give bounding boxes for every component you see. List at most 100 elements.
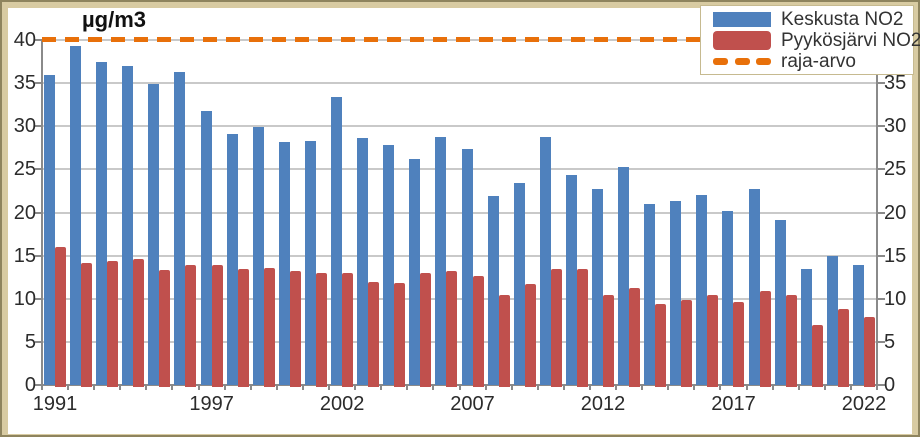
gridline-5 xyxy=(43,340,878,343)
x-tick-16 xyxy=(458,385,461,390)
bar-pyykosjarvi-2003 xyxy=(368,282,380,387)
bar-pyykosjarvi-2016 xyxy=(707,295,719,387)
pyykosjarvi-series-swatch-icon xyxy=(713,31,771,50)
bar-keskusta-2014 xyxy=(644,203,656,385)
chart-title: µg/m3 xyxy=(82,7,147,32)
bar-keskusta-2019 xyxy=(774,220,786,385)
bar-pyykosjarvi-1995 xyxy=(159,270,171,387)
bar-keskusta-1992 xyxy=(70,46,82,385)
bar-keskusta-2016 xyxy=(696,195,708,385)
x-tick-5 xyxy=(171,385,174,390)
y-tick-left-25 xyxy=(35,168,42,171)
bar-pyykosjarvi-2006 xyxy=(446,271,458,387)
bar-keskusta-2022 xyxy=(852,265,864,385)
bar-keskusta-2004 xyxy=(383,145,395,385)
x-tick-2 xyxy=(93,385,96,390)
y-tick-left-30 xyxy=(35,125,42,128)
gridline-35 xyxy=(43,82,878,85)
bar-pyykosjarvi-1994 xyxy=(133,259,145,387)
x-tick-4 xyxy=(145,385,148,390)
legend-label-raja-arvo: raja-arvo xyxy=(781,50,856,72)
bar-keskusta-1998 xyxy=(226,134,238,385)
y-axis-label-right-15: 15 xyxy=(884,244,907,267)
y-axis-label-left-0: 0 xyxy=(24,374,36,396)
raja-arvo-dash-swatch-icon xyxy=(713,58,771,65)
y-axis-label-left-15: 15 xyxy=(13,244,36,267)
bar-pyykosjarvi-2009 xyxy=(524,284,536,387)
x-tick-15 xyxy=(432,385,435,390)
legend-item-raja-arvo: raja-arvo xyxy=(713,51,905,72)
bar-keskusta-2002 xyxy=(331,96,343,385)
x-axis-label-2022: 2022 xyxy=(841,393,887,415)
y-tick-right-0 xyxy=(877,384,885,386)
bar-pyykosjarvi-1998 xyxy=(237,269,249,387)
gridline-20 xyxy=(43,211,878,214)
bar-pyykosjarvi-1997 xyxy=(211,265,223,387)
y-axis-label-right-25: 25 xyxy=(884,158,907,181)
x-tick-11 xyxy=(328,385,331,390)
y-axis-label-right-0: 0 xyxy=(884,374,896,396)
x-tick-24 xyxy=(667,385,670,390)
bar-keskusta-2011 xyxy=(565,175,577,385)
y-axis-label-right-20: 20 xyxy=(884,201,907,224)
bar-keskusta-1997 xyxy=(200,110,212,385)
bar-pyykosjarvi-2000 xyxy=(289,271,301,387)
x-tick-14 xyxy=(406,385,409,390)
x-tick-25 xyxy=(693,385,696,390)
x-tick-9 xyxy=(275,385,278,390)
legend: Keskusta NO2 Pyykösjärvi NO2 raja-arvo xyxy=(700,5,920,75)
legend-item-pyykosjarvi: Pyykösjärvi NO2 xyxy=(713,30,920,51)
x-tick-10 xyxy=(301,385,304,390)
bar-pyykosjarvi-1999 xyxy=(263,267,275,387)
bar-keskusta-1999 xyxy=(252,127,264,385)
legend-item-keskusta: Keskusta NO2 xyxy=(713,9,905,30)
bar-pyykosjarvi-1996 xyxy=(185,265,197,387)
x-tick-1 xyxy=(67,385,70,390)
y-axis-left xyxy=(41,40,43,386)
x-tick-0 xyxy=(41,385,43,390)
x-tick-17 xyxy=(484,385,487,390)
bar-pyykosjarvi-2021 xyxy=(837,309,849,387)
bar-keskusta-1993 xyxy=(96,61,108,385)
y-tick-left-15 xyxy=(35,254,42,257)
y-axis-label-left-5: 5 xyxy=(24,330,36,353)
x-tick-20 xyxy=(562,385,565,390)
gridline-25 xyxy=(43,168,878,171)
x-tick-13 xyxy=(380,385,383,390)
bar-pyykosjarvi-2001 xyxy=(315,272,327,387)
bar-keskusta-1994 xyxy=(122,65,134,385)
bar-pyykosjarvi-1993 xyxy=(107,260,119,387)
bar-pyykosjarvi-2020 xyxy=(811,325,823,387)
y-axis-label-left-30: 30 xyxy=(13,115,36,138)
keskusta-series-swatch-icon xyxy=(713,12,771,27)
bar-keskusta-2020 xyxy=(800,269,812,385)
bar-pyykosjarvi-2018 xyxy=(759,290,771,387)
y-tick-left-5 xyxy=(35,340,42,343)
bar-keskusta-2017 xyxy=(722,210,734,385)
x-tick-29 xyxy=(797,385,800,390)
bar-pyykosjarvi-2002 xyxy=(342,272,354,387)
bar-keskusta-2009 xyxy=(513,183,525,385)
x-axis-label-2012: 2012 xyxy=(580,393,626,415)
bar-keskusta-2021 xyxy=(826,256,838,385)
x-tick-32 xyxy=(876,385,878,390)
gridline-10 xyxy=(43,297,878,300)
x-tick-19 xyxy=(536,385,539,390)
y-axis-label-right-10: 10 xyxy=(884,287,907,310)
bar-keskusta-2018 xyxy=(748,189,760,385)
bar-pyykosjarvi-2011 xyxy=(576,268,588,387)
legend-label-pyykosjarvi: Pyykösjärvi NO2 xyxy=(781,29,920,51)
x-tick-22 xyxy=(615,385,618,390)
bar-pyykosjarvi-2014 xyxy=(655,303,667,387)
bar-pyykosjarvi-2015 xyxy=(681,299,693,387)
gridline-15 xyxy=(43,254,878,257)
bar-keskusta-2012 xyxy=(591,189,603,385)
y-tick-left-20 xyxy=(35,211,42,214)
x-tick-8 xyxy=(249,385,252,390)
x-tick-6 xyxy=(197,385,200,390)
bar-keskusta-2005 xyxy=(409,159,421,385)
bar-keskusta-2001 xyxy=(304,140,316,385)
y-axis-label-right-5: 5 xyxy=(884,330,896,353)
bar-keskusta-2015 xyxy=(670,201,682,385)
bar-pyykosjarvi-2007 xyxy=(472,276,484,387)
